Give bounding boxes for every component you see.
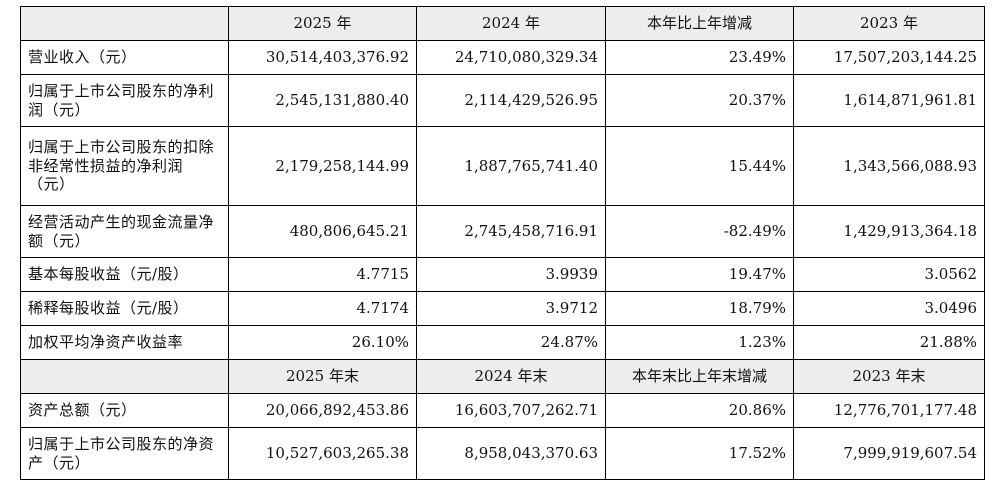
row-label: 稀释每股收益（元/股） (20, 291, 229, 326)
table-row: 归属于上市公司股东的扣除非经常性损益的净利润（元） 2,179,258,144.9… (20, 126, 985, 206)
cell-2023: 21.88% (793, 325, 985, 360)
cell-2024: 16,603,707,262.71 (416, 393, 606, 428)
financial-summary-table: 2025 年 2024 年本年比上年增减 2023 年营业收入（元） 30,514,4… (20, 6, 985, 480)
cell-change: 23.49% (605, 40, 794, 75)
cell-2024: 24,710,080,329.34 (416, 40, 606, 75)
table-row: 经营活动产生的现金流量净额（元） 480,806,645.21 2,745,458,… (20, 205, 985, 258)
cell-2024: 8,958,043,370.63 (416, 427, 606, 480)
row-label: 营业收入（元） (20, 40, 229, 75)
cell-2023: 7,999,919,607.54 (793, 427, 985, 480)
table-row: 归属于上市公司股东的净利润（元） 2,545,131,880.40 2,114,42… (20, 74, 985, 127)
cell-2023: 1,614,871,961.81 (793, 74, 985, 127)
cell-2023: 3.0496 (793, 291, 985, 326)
cell-2024: 2,114,429,526.95 (416, 74, 606, 127)
header-corner-cell (20, 359, 229, 394)
cell-2024: 1,887,765,741.40 (416, 126, 606, 206)
table-header-row: 2025 年末 2024 年末 本年末比上年末增减 2023 年末 (20, 359, 985, 394)
row-label: 归属于上市公司股东的净利润（元） (20, 74, 229, 127)
cell-change: -82.49% (605, 205, 794, 258)
table-body: 2025 年 2024 年本年比上年增减 2023 年营业收入（元） 30,514,4… (20, 6, 985, 480)
header-col-change: 本年比上年增减 (605, 6, 794, 41)
row-label: 基本每股收益（元/股） (20, 257, 229, 292)
header-col-2025: 2025 年 (228, 6, 417, 41)
cell-2024: 2,745,458,716.91 (416, 205, 606, 258)
cell-change: 1.23% (605, 325, 794, 360)
header-col-change: 本年末比上年末增减 (605, 359, 794, 394)
financial-summary-container: 2025 年 2024 年本年比上年增减 2023 年营业收入（元） 30,514,4… (20, 6, 985, 480)
row-label: 归属于上市公司股东的扣除非经常性损益的净利润（元） (20, 126, 229, 206)
cell-change: 18.79% (605, 291, 794, 326)
header-col-2025: 2025 年末 (228, 359, 417, 394)
table-row: 营业收入（元） 30,514,403,376.92 24,710,080,329.3… (20, 40, 985, 75)
table-row: 加权平均净资产收益率 26.10% 24.87% 1.23% 21.88% (20, 325, 985, 360)
cell-2024: 3.9712 (416, 291, 606, 326)
cell-2023: 17,507,203,144.25 (793, 40, 985, 75)
cell-2025: 10,527,603,265.38 (228, 427, 417, 480)
table-row: 基本每股收益（元/股） 4.7715 3.9939 19.47% 3.0562 (20, 257, 985, 292)
row-label: 经营活动产生的现金流量净额（元） (20, 205, 229, 258)
table-header-row: 2025 年 2024 年本年比上年增减 2023 年 (20, 6, 985, 41)
table-row: 稀释每股收益（元/股） 4.7174 3.9712 18.79% 3.0496 (20, 291, 985, 326)
row-label: 资产总额（元） (20, 393, 229, 428)
cell-2025: 2,179,258,144.99 (228, 126, 417, 206)
cell-change: 20.37% (605, 74, 794, 127)
cell-change: 15.44% (605, 126, 794, 206)
cell-2024: 24.87% (416, 325, 606, 360)
header-col-2023: 2023 年末 (793, 359, 985, 394)
cell-2023: 1,429,913,364.18 (793, 205, 985, 258)
table-row: 归属于上市公司股东的净资产（元） 10,527,603,265.38 8,958,0… (20, 427, 985, 480)
cell-2025: 20,066,892,453.86 (228, 393, 417, 428)
header-col-2024: 2024 年末 (416, 359, 606, 394)
cell-2023: 12,776,701,177.48 (793, 393, 985, 428)
cell-change: 17.52% (605, 427, 794, 480)
cell-2025: 2,545,131,880.40 (228, 74, 417, 127)
row-label: 加权平均净资产收益率 (20, 325, 229, 360)
cell-2025: 30,514,403,376.92 (228, 40, 417, 75)
header-col-2023: 2023 年 (793, 6, 985, 41)
table-row: 资产总额（元） 20,066,892,453.86 16,603,707,262.7… (20, 393, 985, 428)
header-corner-cell (20, 6, 229, 41)
cell-2025: 26.10% (228, 325, 417, 360)
cell-2025: 4.7174 (228, 291, 417, 326)
cell-2023: 1,343,566,088.93 (793, 126, 985, 206)
cell-2024: 3.9939 (416, 257, 606, 292)
cell-2025: 4.7715 (228, 257, 417, 292)
cell-2023: 3.0562 (793, 257, 985, 292)
header-col-2024: 2024 年 (416, 6, 606, 41)
row-label: 归属于上市公司股东的净资产（元） (20, 427, 229, 480)
cell-2025: 480,806,645.21 (228, 205, 417, 258)
cell-change: 19.47% (605, 257, 794, 292)
cell-change: 20.86% (605, 393, 794, 428)
